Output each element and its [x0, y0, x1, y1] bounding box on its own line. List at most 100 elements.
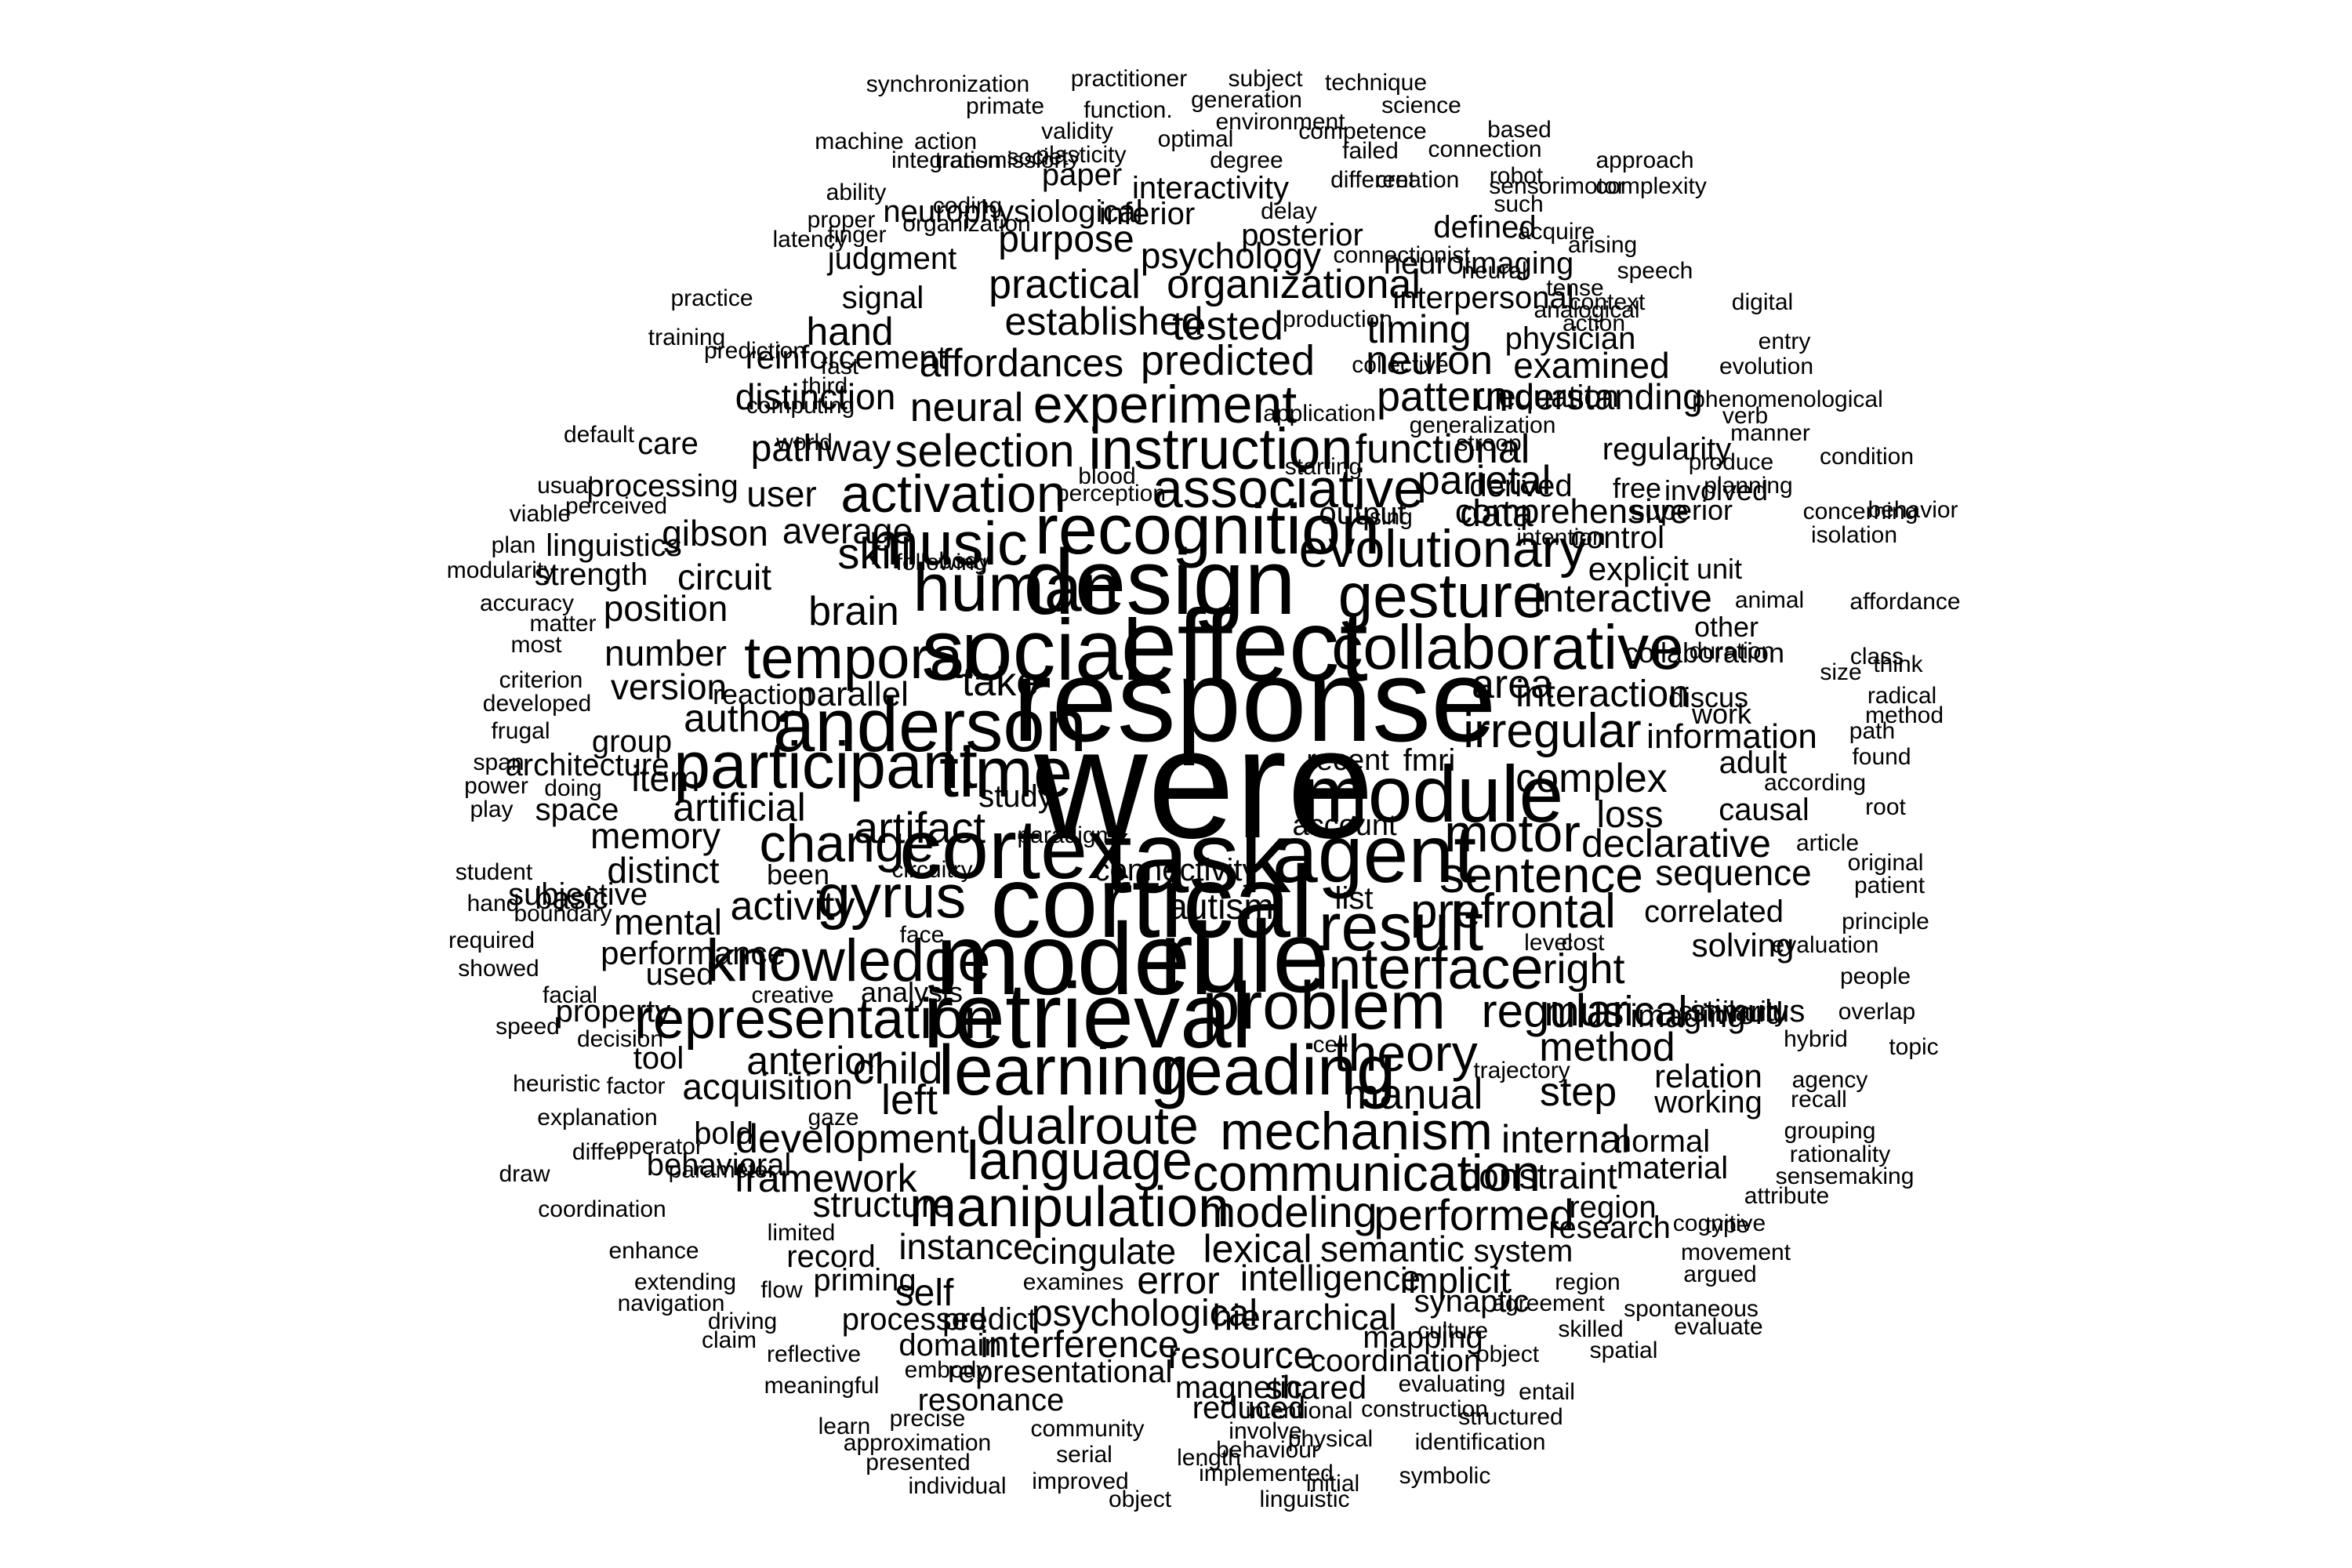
word-cloud-word: evaluation	[1771, 932, 1879, 958]
word-cloud-word: isolation	[1810, 522, 1898, 548]
word-cloud-word: mechanism	[1220, 1102, 1493, 1161]
word-cloud-word: hierarchical	[1212, 1297, 1397, 1338]
word-cloud-word: similarity	[1679, 995, 1788, 1027]
word-cloud-word: matter	[529, 611, 597, 637]
word-cloud-word: coding	[932, 193, 1003, 219]
word-cloud-word: organization	[902, 211, 1031, 237]
word-cloud-word: child	[852, 1044, 943, 1093]
word-cloud-word: region	[1569, 1190, 1657, 1225]
word-cloud-word: initial	[1305, 1471, 1360, 1497]
word-cloud-word: cortical	[990, 844, 1313, 959]
word-cloud-word: following	[895, 550, 988, 575]
word-cloud-word: criterion	[499, 667, 583, 693]
word-cloud-word: instance	[898, 1226, 1033, 1267]
word-cloud-word: face	[899, 922, 945, 948]
word-cloud-word: change	[759, 814, 935, 873]
word-cloud-word: primate	[965, 93, 1045, 119]
word-cloud-word: neuroimaging	[1383, 246, 1574, 281]
word-cloud-word: span	[473, 750, 524, 775]
word-cloud-word: correlated	[1644, 895, 1784, 929]
word-cloud-word: interpersonal	[1392, 281, 1574, 315]
word-cloud-word: result	[1318, 890, 1484, 965]
word-cloud-word: pattern	[1376, 373, 1509, 420]
word-cloud-word: communication	[1192, 1144, 1541, 1202]
word-cloud-word: word	[1715, 996, 1784, 1031]
word-cloud-word: agreement	[1492, 1290, 1605, 1316]
word-cloud-word: musical	[1544, 988, 1688, 1035]
word-cloud-word: parameter	[668, 1157, 776, 1183]
word-cloud-word: region	[1555, 1269, 1621, 1295]
word-cloud-word: self	[895, 1272, 954, 1314]
word-cloud-word: construction	[1361, 1396, 1488, 1422]
word-cloud-word: module	[1301, 750, 1564, 839]
word-cloud-word: adult	[1719, 746, 1788, 780]
word-cloud-word: activation	[840, 464, 1066, 524]
word-cloud-word: loss	[1596, 794, 1664, 836]
word-cloud-word: analysis	[860, 976, 964, 1008]
word-cloud-word: tested	[1172, 303, 1283, 349]
word-cloud-word: gesture	[1338, 561, 1548, 630]
word-cloud-word: interference	[980, 1324, 1179, 1366]
word-cloud-word: defined	[1433, 210, 1537, 245]
word-cloud-word: developed	[482, 691, 592, 717]
word-cloud-word: boundary	[514, 901, 612, 927]
word-cloud-word: argued	[1683, 1261, 1757, 1287]
word-cloud-word: manipulation	[909, 1176, 1230, 1239]
word-cloud-word: gyrus	[816, 862, 967, 931]
word-cloud-word: driving	[707, 1308, 778, 1334]
word-cloud-word: condition	[1819, 444, 1915, 470]
word-cloud-word: claim	[701, 1327, 757, 1353]
word-cloud-word: sequence	[1655, 852, 1812, 893]
word-cloud-word: posterior	[1241, 218, 1363, 252]
word-cloud-word: showed	[458, 956, 539, 982]
word-cloud-word: tense	[1546, 275, 1604, 301]
word-cloud-word: solving	[1691, 927, 1795, 964]
word-cloud-word: world	[776, 430, 833, 456]
word-cloud-word: approach	[1595, 147, 1694, 173]
word-cloud-word: dualroute	[976, 1096, 1199, 1156]
word-cloud-word: performed	[1374, 1190, 1574, 1240]
word-cloud-word: doing	[544, 775, 602, 801]
word-cloud-word: physical	[1287, 1426, 1374, 1452]
word-cloud-word: application	[1263, 401, 1376, 426]
word-cloud-word: discus	[1668, 681, 1749, 713]
word-cloud-word: coordination	[1310, 1344, 1481, 1378]
word-cloud-word: model	[935, 902, 1214, 1016]
word-cloud-word: manual	[1344, 1071, 1483, 1118]
word-cloud-word: evaluating	[1398, 1371, 1506, 1397]
word-cloud-word: superior	[1630, 494, 1733, 526]
word-cloud-word: culture	[1417, 1318, 1489, 1344]
word-cloud-word: affordances	[919, 341, 1124, 385]
word-cloud-word: agent	[1272, 809, 1477, 900]
word-cloud-word: brain	[808, 589, 899, 634]
word-cloud-word: mapping	[1363, 1320, 1483, 1355]
word-cloud-word: sensorimotor	[1489, 173, 1625, 199]
word-cloud-word: artifact	[853, 803, 986, 852]
word-cloud-word: instruction	[1088, 416, 1353, 481]
word-cloud-word: magnetic	[1174, 1370, 1303, 1405]
word-cloud-word: account	[1292, 809, 1397, 842]
word-cloud-word: anderson	[772, 684, 1087, 768]
word-cloud-word: experiment	[1033, 375, 1298, 434]
word-cloud-word: method	[1864, 702, 1944, 728]
word-cloud-word: equation	[1498, 379, 1619, 414]
word-cloud-word: irregular	[1463, 704, 1642, 758]
word-cloud-word: animal	[1734, 587, 1805, 613]
word-cloud-word: behavioral	[646, 1148, 792, 1182]
word-cloud-word: object	[1108, 1486, 1172, 1512]
word-cloud-word: phenomenological	[1692, 387, 1883, 412]
word-cloud-word: spatial	[1589, 1338, 1658, 1363]
word-cloud-word: sentence	[1439, 847, 1643, 903]
word-cloud-word: functional	[1355, 426, 1530, 472]
word-cloud-word: learn	[818, 1414, 871, 1439]
word-cloud-word: practical	[989, 262, 1141, 307]
word-cloud-word: action	[913, 129, 978, 154]
word-cloud-word: presented	[866, 1450, 971, 1475]
word-cloud-word: creation	[1375, 167, 1460, 193]
word-cloud-word: speech	[1617, 258, 1693, 284]
word-cloud-word: acquire	[1517, 219, 1595, 245]
word-cloud-word: tool	[633, 1041, 684, 1076]
word-cloud-word: strength	[534, 557, 648, 592]
word-cloud-word: synaptic	[1414, 1284, 1530, 1319]
word-cloud-word: information	[1646, 717, 1817, 756]
